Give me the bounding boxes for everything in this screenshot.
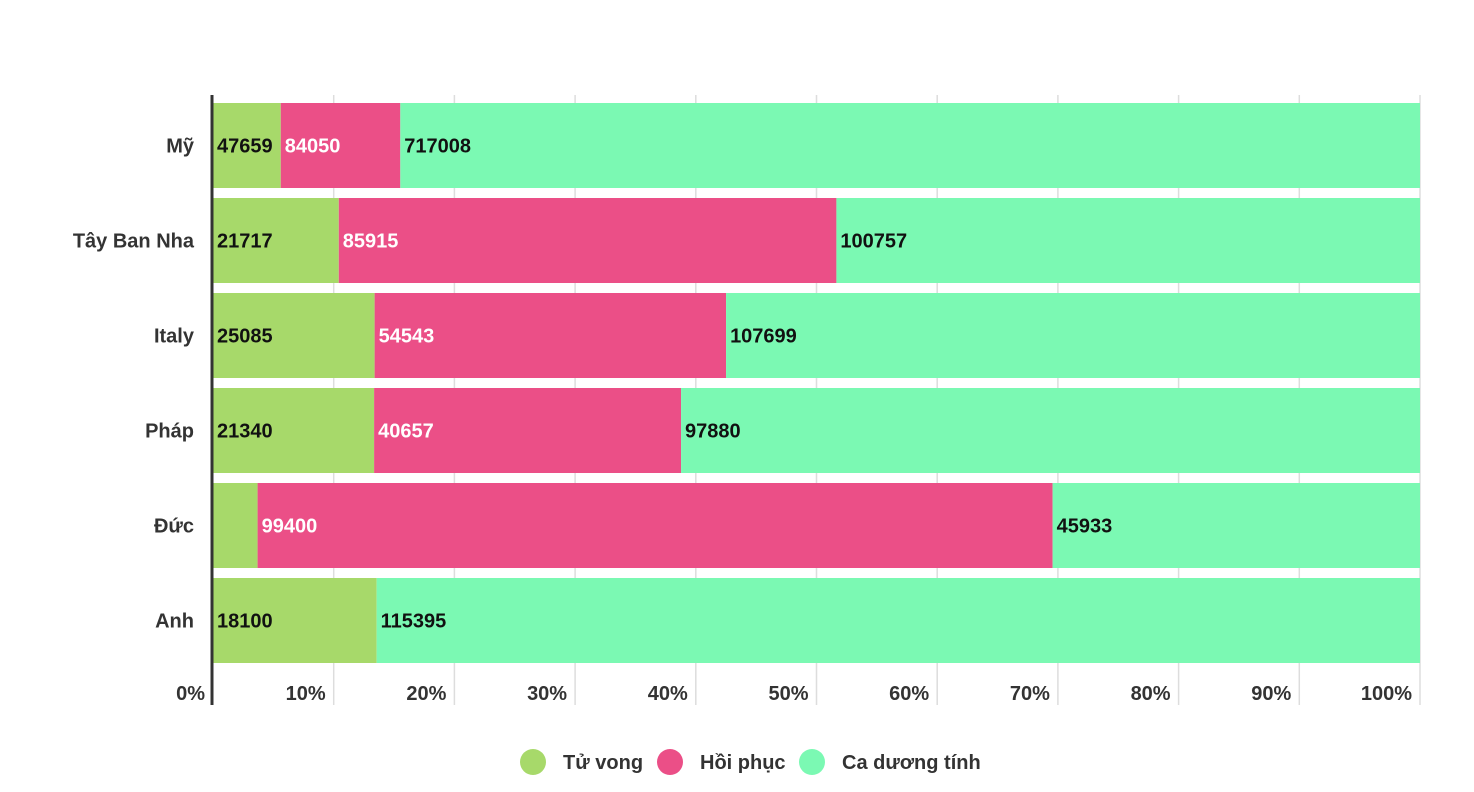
data-label-my-hoi-phuc: 84050 xyxy=(285,136,341,158)
legend-swatch-tu-vong xyxy=(520,749,546,775)
bar-anh-ca-duong-tinh xyxy=(376,578,1420,663)
category-label-tay-ban-nha: Tây Ban Nha xyxy=(73,231,195,253)
data-label-duc-hoi-phuc: 99400 xyxy=(262,516,318,538)
bar-tay-ban-nha-tu-vong xyxy=(213,198,339,283)
legend-label-ca-duong-tinh: Ca dương tính xyxy=(842,752,981,774)
data-label-tay-ban-nha-ca-duong-tinh: 100757 xyxy=(840,231,907,253)
data-label-tay-ban-nha-hoi-phuc: 85915 xyxy=(343,231,399,253)
bar-anh-tu-vong xyxy=(213,578,377,663)
x-tick-label-8: 80% xyxy=(1131,683,1171,705)
bar-my-hoi-phuc xyxy=(280,103,401,188)
x-tick-label-7: 70% xyxy=(1010,683,1050,705)
data-label-anh-ca-duong-tinh: 115395 xyxy=(381,611,447,633)
x-tick-label-5: 50% xyxy=(768,683,808,705)
bar-tay-ban-nha-hoi-phuc xyxy=(338,198,837,283)
data-label-italy-tu-vong: 25085 xyxy=(217,326,273,348)
data-label-duc-ca-duong-tinh: 45933 xyxy=(1057,516,1113,538)
bar-my-ca-duong-tinh xyxy=(400,103,1420,188)
bar-italy-hoi-phuc xyxy=(374,293,727,378)
bar-my-tu-vong xyxy=(213,103,281,188)
x-tick-label-4: 40% xyxy=(648,683,688,705)
data-label-phap-ca-duong-tinh: 97880 xyxy=(685,421,741,443)
legend-swatch-hoi-phuc xyxy=(657,749,683,775)
bar-phap-hoi-phuc xyxy=(374,388,682,473)
x-tick-label-1: 10% xyxy=(286,683,326,705)
category-label-duc: Đức xyxy=(154,516,194,538)
category-label-phap: Pháp xyxy=(145,421,194,443)
category-label-anh: Anh xyxy=(155,611,194,633)
data-label-phap-hoi-phuc: 40657 xyxy=(378,421,434,443)
x-tick-label-9: 90% xyxy=(1251,683,1291,705)
data-label-italy-hoi-phuc: 54543 xyxy=(379,326,435,348)
data-label-italy-ca-duong-tinh: 107699 xyxy=(730,326,797,348)
data-label-tay-ban-nha-tu-vong: 21717 xyxy=(217,231,273,253)
data-label-my-tu-vong: 47659 xyxy=(217,136,273,158)
x-tick-label-10: 100% xyxy=(1361,683,1412,705)
x-tick-label-6: 60% xyxy=(889,683,929,705)
bar-phap-ca-duong-tinh xyxy=(681,388,1420,473)
data-label-my-ca-duong-tinh: 717008 xyxy=(404,136,471,158)
data-label-anh-tu-vong: 18100 xyxy=(217,611,273,633)
x-tick-label-0: 0% xyxy=(176,683,205,705)
bar-duc-hoi-phuc xyxy=(257,483,1053,568)
bar-duc-ca-duong-tinh xyxy=(1052,483,1420,568)
x-tick-labels: 0% 10% 20% 30% 40% 50% 60% 70% 80% 90% 100% xyxy=(176,683,1412,705)
bar-tay-ban-nha-ca-duong-tinh xyxy=(836,198,1420,283)
legend-label-hoi-phuc: Hồi phục xyxy=(700,752,786,774)
x-tick-label-2: 20% xyxy=(406,683,446,705)
category-label-my: Mỹ xyxy=(166,136,195,158)
bar-phap-tu-vong xyxy=(213,388,375,473)
legend: Tử vong Hồi phục Ca dương tính xyxy=(520,749,981,775)
data-label-phap-tu-vong: 21340 xyxy=(217,421,273,443)
bar-italy-ca-duong-tinh xyxy=(726,293,1420,378)
legend-swatch-ca-duong-tinh xyxy=(799,749,825,775)
legend-label-tu-vong: Tử vong xyxy=(563,752,643,774)
bars-group: 47659 84050 717008 21717 85915 100757 25085 545… xyxy=(213,103,1420,663)
bar-duc-tu-vong xyxy=(213,483,258,568)
category-label-italy: Italy xyxy=(154,326,195,348)
category-labels: Mỹ Tây Ban Nha Italy Pháp Đức Anh xyxy=(73,136,195,633)
x-tick-label-3: 30% xyxy=(527,683,567,705)
bar-italy-tu-vong xyxy=(213,293,375,378)
